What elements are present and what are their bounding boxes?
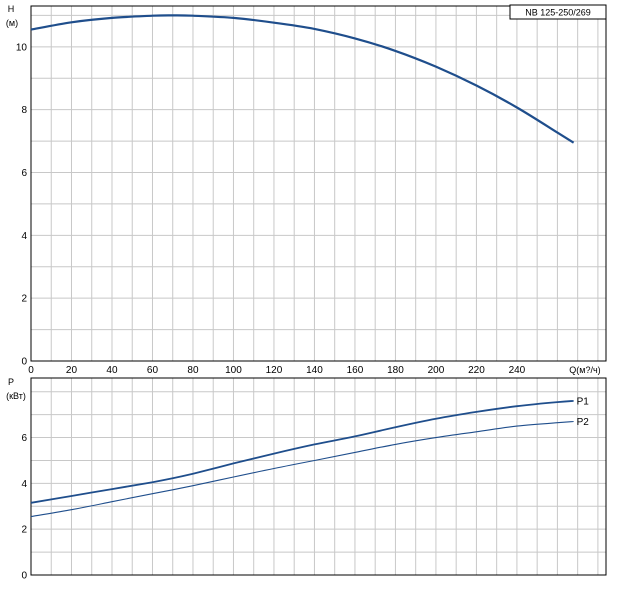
head-tick-label: 10 (16, 42, 28, 53)
flow-tick-label: 200 (428, 365, 445, 376)
flow-tick-label: 220 (468, 365, 485, 376)
flow-tick-label: 0 (28, 365, 34, 376)
series-label-p1: P1 (577, 396, 590, 407)
flow-tick-label: 40 (106, 365, 118, 376)
head-tick-label: 2 (21, 294, 27, 305)
head-axis-unit: (м) (6, 18, 18, 28)
flow-tick-label: 100 (225, 365, 242, 376)
head-tick-label: 4 (21, 231, 27, 242)
power-axis-unit: (кВт) (6, 391, 26, 401)
power-curve-panel: 0 2 4 6 P1 P2 (21, 377, 607, 582)
power-curve-p1 (30, 400, 574, 504)
series-label-p2: P2 (577, 417, 590, 428)
flow-tick-label: 140 (306, 365, 323, 376)
power-axis-label: P (8, 377, 14, 387)
head-axis-label: H (8, 4, 15, 14)
head-plot-frame (30, 5, 607, 362)
model-label: NB 125-250/269 (525, 8, 591, 18)
flow-tick-label: 240 (509, 365, 526, 376)
head-curve (30, 14, 575, 144)
power-tick-label: 6 (21, 433, 27, 444)
flow-tick-label: 160 (347, 365, 364, 376)
power-tick-label: 0 (21, 571, 27, 582)
head-tick-label: 6 (21, 168, 27, 179)
head-tick-label: 8 (21, 105, 27, 116)
head-tick-label: 0 (21, 357, 27, 368)
flow-axis-label: Q(м?/ч) (569, 365, 600, 375)
flow-tick-label: 20 (66, 365, 78, 376)
model-label-box (509, 4, 607, 20)
power-tick-label: 2 (21, 525, 27, 536)
flow-tick-label: 60 (147, 365, 159, 376)
flow-tick-label: 120 (266, 365, 283, 376)
power-curve-p2 (30, 420, 574, 518)
flow-tick-label: 80 (187, 365, 199, 376)
power-plot-frame (30, 377, 607, 576)
flow-tick-label: 180 (387, 365, 404, 376)
power-tick-label: 4 (21, 479, 27, 490)
